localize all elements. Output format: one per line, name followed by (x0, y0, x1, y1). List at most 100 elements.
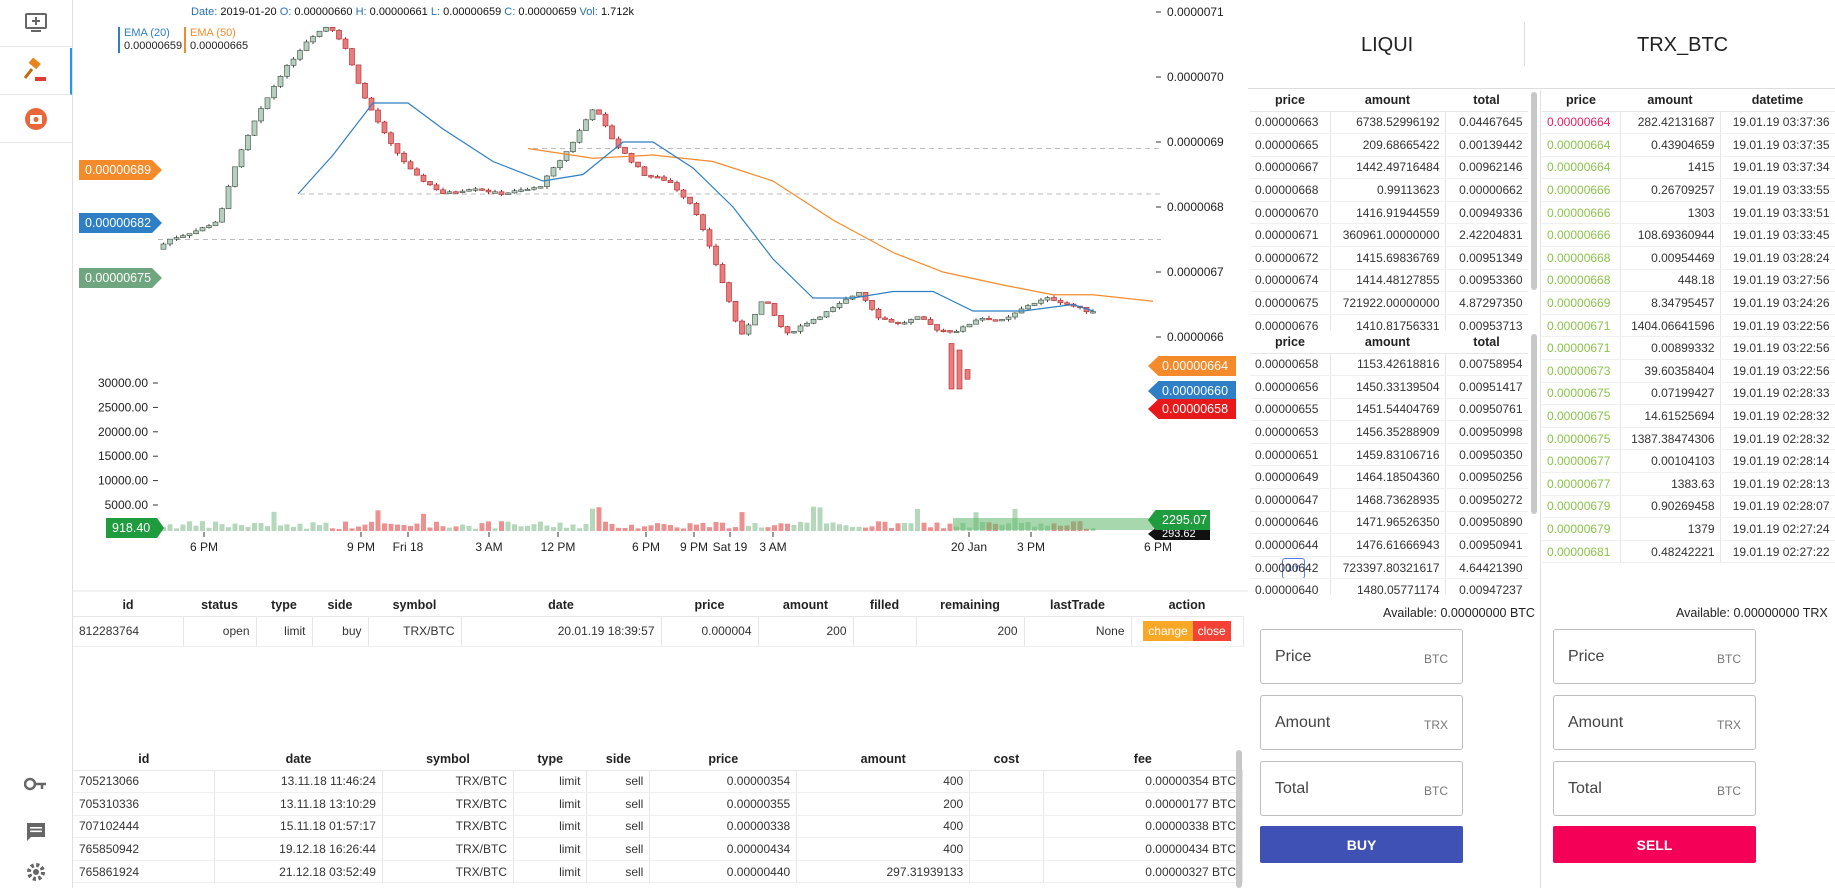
price-chart[interactable]: 0.0000071 0.0000070 0.0000069 0.0000068 0.00… (73, 0, 1305, 592)
alert-badge-675[interactable]: 0.00000675 (79, 268, 162, 288)
orders-col-status[interactable]: status (183, 594, 256, 617)
trades-col-type[interactable]: type (513, 748, 587, 771)
trades-col-fee[interactable]: fee (1043, 748, 1243, 771)
asks-scrollbar[interactable] (1531, 92, 1537, 290)
bid-row[interactable]: 0.00000640 1480.05771174 0.00947237 (1250, 578, 1528, 594)
exchange-name[interactable]: LIQUI (1361, 34, 1414, 56)
alert-badge-682[interactable]: 0.00000682 (79, 213, 162, 233)
trade-row[interactable]: 705213066 13.11.18 11:46:24 TRX/BTC limit se… (73, 770, 1244, 794)
bid-row[interactable]: 0.00000646 1471.96526350 0.00950890 (1250, 511, 1528, 535)
bid-row[interactable]: 0.00000642 723397.80321617 4.64421390 (1250, 556, 1528, 580)
candle-body (323, 27, 329, 32)
orders-col-price[interactable]: price (661, 594, 758, 617)
bids-col-amount[interactable]: amount (1330, 332, 1445, 354)
trades-col-date[interactable]: date (214, 748, 383, 771)
trades-scrollbar[interactable] (1236, 750, 1242, 888)
candle-body (1005, 316, 1012, 320)
sell-total-field[interactable]: Total BTC (1553, 761, 1756, 816)
orders-col-symbol[interactable]: symbol (368, 594, 461, 617)
ask-row[interactable]: 0.00000670 1416.91944559 0.00949336 (1250, 201, 1528, 225)
trades-col-price[interactable]: price (649, 748, 797, 771)
ask-row[interactable]: 0.00000667 1442.49716484 0.00962146 (1250, 156, 1528, 180)
candle-body (160, 243, 167, 250)
ask-row[interactable]: 0.00000668 0.99113623 0.00000662 (1250, 178, 1528, 202)
trades-col-symbol[interactable]: symbol (382, 748, 514, 771)
ask-row[interactable]: 0.00000676 1410.81756331 0.00953713 (1250, 314, 1528, 330)
ask-row[interactable]: 0.00000665 209.68665422 0.00139442 (1250, 133, 1528, 157)
ask-row[interactable]: 0.00000675 721922.00000000 4.87297350 (1250, 291, 1528, 315)
bids-scrollbar[interactable] (1531, 334, 1537, 514)
orders-col-amount[interactable]: amount (758, 594, 853, 617)
buy-total-field[interactable]: Total BTC (1260, 761, 1463, 816)
ema20-name: EMA (20) (124, 27, 170, 39)
asks-col-amount[interactable]: amount (1330, 90, 1445, 112)
trade-id: 707102444 (73, 815, 216, 839)
bid-row[interactable]: 0.00000644 1476.61666943 0.00950941 (1250, 533, 1528, 557)
ask-row[interactable]: 0.00000674 1414.48127855 0.00953360 (1250, 269, 1528, 293)
history-amount: 1404.06641596 (1620, 314, 1721, 338)
wallet-button[interactable] (0, 96, 72, 143)
bid-row[interactable]: 0.00000651 1459.83106716 0.00950350 (1250, 443, 1528, 467)
buy-price-field[interactable]: Price BTC (1260, 629, 1463, 684)
sell-price-field[interactable]: Price BTC (1553, 629, 1756, 684)
orders-col-filled[interactable]: filled (853, 594, 916, 617)
ask-row[interactable]: 0.00000672 1415.69836769 0.00951349 (1250, 246, 1528, 270)
ask-row[interactable]: 0.00000671 360961.00000000 2.42204831 (1250, 223, 1528, 248)
bids-col-total[interactable]: total (1445, 332, 1528, 354)
ema50-value: 0.00000665 (190, 40, 249, 52)
candle-body (186, 233, 193, 236)
trades-col-amount[interactable]: amount (796, 748, 970, 771)
bid-row[interactable]: 0.00000653 1456.35288909 0.00950998 (1250, 420, 1528, 444)
orders-col-id[interactable]: id (73, 594, 183, 617)
orders-col-lasttrade[interactable]: lastTrade (1024, 594, 1131, 617)
bid-row[interactable]: 0.00000655 1451.54404769 0.00950761 (1250, 398, 1528, 422)
settings-button[interactable] (0, 856, 72, 888)
orders-col-date[interactable]: date (461, 594, 661, 617)
history-col-price[interactable]: price (1542, 90, 1620, 112)
change-order-button[interactable]: change (1143, 621, 1193, 641)
buy-button[interactable]: BUY (1260, 826, 1463, 863)
ask-row[interactable]: 0.00000663 6738.52996192 0.04467645 (1250, 111, 1528, 135)
candle-body (420, 174, 427, 182)
trades-col-id[interactable]: id (73, 748, 215, 771)
history-col-datetime[interactable]: datetime (1720, 90, 1835, 112)
trade-button[interactable] (0, 48, 72, 95)
asks-col-price[interactable]: price (1250, 90, 1330, 112)
sell-button[interactable]: SELL (1553, 826, 1756, 863)
history-price: 0.00000677 (1542, 472, 1621, 496)
orders-col-side[interactable]: side (312, 594, 368, 617)
orders-col-remaining[interactable]: remaining (916, 594, 1024, 617)
trade-date: 15.11.18 01:57:17 (214, 815, 383, 839)
close-order-button[interactable]: close (1192, 621, 1231, 641)
bid-row[interactable]: 0.00000649 1464.18504360 0.00950256 (1250, 465, 1528, 490)
ask-price: 0.00000672 (1250, 246, 1331, 270)
candle-body (719, 264, 726, 283)
history-price: 0.00000679 (1542, 495, 1621, 519)
orders-col-type[interactable]: type (256, 594, 312, 617)
alert-badge-689[interactable]: 0.00000689 (79, 160, 162, 180)
api-keys-button[interactable] (0, 760, 72, 807)
messages-button[interactable] (0, 808, 72, 855)
bid-row[interactable]: 0.00000647 1468.73628935 0.00950272 (1250, 488, 1528, 512)
history-datetime: 19.01.19 03:22:56 (1720, 336, 1835, 361)
sell-amount-field[interactable]: Amount TRX (1553, 695, 1756, 750)
order-row[interactable]: 812283764 open limit buy TRX/BTC 20.01.19 18:… (73, 616, 1244, 647)
bid-row[interactable]: 0.00000658 1153.42618816 0.00758954 (1250, 353, 1528, 377)
history-col-amount[interactable]: amount (1620, 90, 1720, 112)
trade-row[interactable]: 765850942 19.12.18 16:26:44 TRX/BTC limit se… (73, 837, 1244, 861)
trade-row[interactable]: 765861924 21.12.18 03:52:49 TRX/BTC limit se… (73, 860, 1244, 884)
trade-row[interactable]: 705310336 13.11.18 13:10:29 TRX/BTC limit se… (73, 792, 1244, 816)
trade-row[interactable]: 707102444 15.11.18 01:57:17 TRX/BTC limit se… (73, 815, 1244, 839)
trades-col-side[interactable]: side (586, 748, 650, 771)
bids-col-price[interactable]: price (1250, 332, 1330, 354)
time-tick-label: 6 PM (1144, 540, 1172, 554)
bid-row[interactable]: 0.00000656 1450.33139504 0.00951417 (1250, 375, 1528, 399)
buy-amount-field[interactable]: Amount TRX (1260, 695, 1463, 750)
trades-col-cost[interactable]: cost (969, 748, 1044, 771)
candle-body (622, 147, 628, 154)
ask-price: 0.00000675 (1250, 291, 1331, 315)
asks-col-total[interactable]: total (1445, 90, 1528, 112)
add-chart-button[interactable] (0, 0, 72, 47)
pair-name[interactable]: TRX_BTC (1637, 34, 1729, 56)
orders-col-action[interactable]: action (1131, 594, 1243, 617)
